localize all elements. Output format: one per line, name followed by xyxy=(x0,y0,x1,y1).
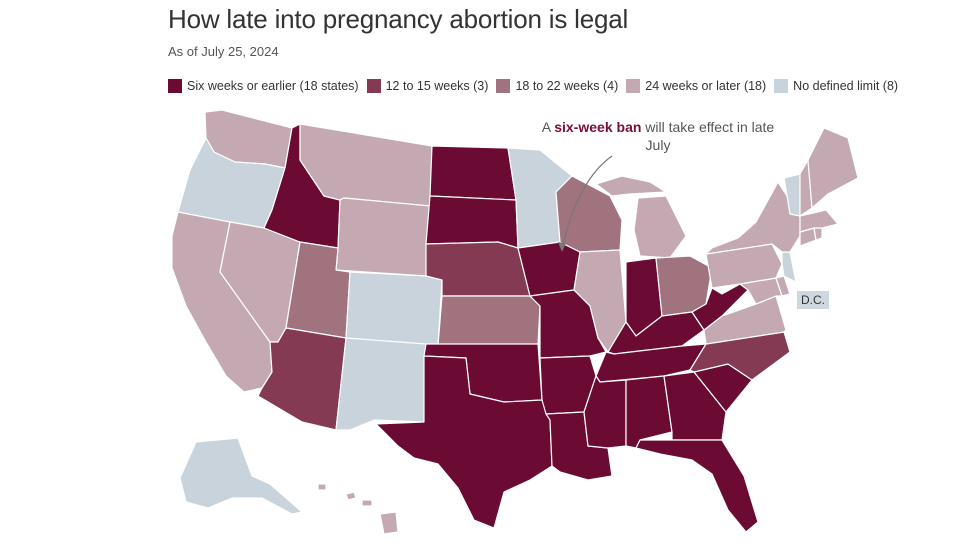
state-ME[interactable] xyxy=(807,127,859,209)
state-HI-2[interactable] xyxy=(345,491,357,501)
state-TX[interactable] xyxy=(375,355,553,529)
state-AK[interactable] xyxy=(179,437,303,515)
callout-arrowhead xyxy=(558,242,566,252)
page-title: How late into pregnancy abortion is lega… xyxy=(168,4,629,34)
state-AZ[interactable] xyxy=(257,327,347,431)
state-VA[interactable] xyxy=(703,295,787,345)
legend-label-six: Six weeks or earlier (18 states) xyxy=(187,79,359,93)
state-WY[interactable] xyxy=(335,197,431,277)
legend-label-none: No defined limit (8) xyxy=(793,79,899,93)
legend-item-twelve: 12 to 15 weeks (3) xyxy=(366,79,489,93)
legend-item-none: No defined limit (8) xyxy=(774,79,898,93)
six-week-ban-callout: A six-week ban will take effect in late … xyxy=(528,118,788,154)
state-ND[interactable] xyxy=(429,145,517,201)
state-CO[interactable] xyxy=(345,271,443,347)
legend-item-six: Six weeks or earlier (18 states) xyxy=(168,79,359,93)
state-MI-upper[interactable] xyxy=(595,175,667,197)
legend-swatch-twelve xyxy=(366,79,381,93)
callout-highlight: six-week ban xyxy=(554,119,642,135)
state-MI[interactable] xyxy=(633,195,687,259)
state-SD[interactable] xyxy=(425,195,519,249)
state-MA[interactable] xyxy=(799,209,839,233)
state-HI[interactable] xyxy=(317,483,327,491)
state-DE[interactable] xyxy=(775,275,791,297)
legend-item-twentyfour: 24 weeks or later (18) xyxy=(626,79,766,93)
state-NE[interactable] xyxy=(425,241,531,297)
legend-label-twelve: 12 to 15 weeks (3) xyxy=(385,79,489,93)
state-MS[interactable] xyxy=(583,375,627,449)
dc-label: D.C. xyxy=(797,291,829,309)
legend: Six weeks or earlier (18 states) 12 to 1… xyxy=(168,79,906,93)
callout-suffix: will take effect in late July xyxy=(641,119,775,153)
state-HI-4[interactable] xyxy=(379,511,399,535)
page-subtitle: As of July 25, 2024 xyxy=(168,44,279,59)
state-KS[interactable] xyxy=(437,295,541,347)
legend-swatch-six xyxy=(168,79,182,93)
state-FL[interactable] xyxy=(635,439,759,533)
legend-swatch-eighteen xyxy=(496,79,511,93)
callout-arrow xyxy=(561,155,613,249)
state-NM[interactable] xyxy=(335,337,427,431)
legend-item-eighteen: 18 to 22 weeks (4) xyxy=(496,79,618,93)
callout-prefix: A xyxy=(541,119,555,135)
state-HI-3[interactable] xyxy=(361,499,373,507)
state-RI[interactable] xyxy=(813,227,823,241)
legend-swatch-twentyfour xyxy=(626,79,641,93)
state-IL[interactable] xyxy=(573,249,627,353)
legend-swatch-none xyxy=(774,79,789,93)
legend-label-eighteen: 18 to 22 weeks (4) xyxy=(515,79,619,93)
legend-label-twentyfour: 24 weeks or later (18) xyxy=(645,79,767,93)
